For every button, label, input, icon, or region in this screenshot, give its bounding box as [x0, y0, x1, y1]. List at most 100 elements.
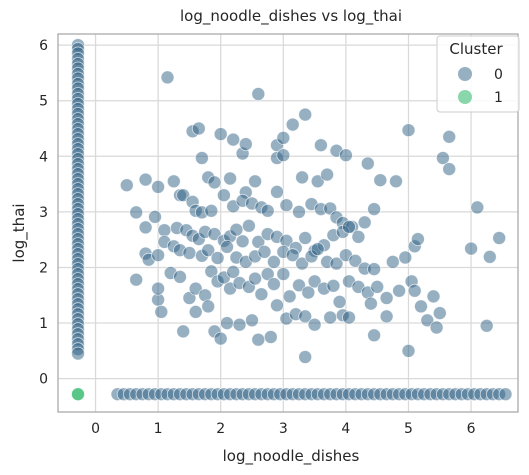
- data-point-cluster-0: [398, 250, 413, 265]
- legend-marker-cluster-1: [458, 90, 472, 104]
- data-point-cluster-0: [414, 299, 428, 314]
- data-point-cluster-0: [160, 70, 175, 85]
- data-point-cluster-0: [482, 249, 497, 264]
- data-point-cluster-0: [329, 256, 344, 271]
- data-point-cluster-0: [470, 200, 485, 215]
- data-point-cluster-0: [370, 279, 385, 294]
- data-point-cluster-0: [201, 243, 216, 258]
- data-point-cluster-0: [257, 244, 272, 259]
- data-point-cluster-0: [148, 209, 162, 224]
- data-point-cluster-0: [151, 248, 166, 263]
- data-point-cluster-0: [360, 156, 375, 171]
- data-point-cluster-0: [435, 151, 450, 165]
- data-point-cluster-0: [151, 281, 166, 296]
- x-tick-label: 5: [404, 421, 413, 437]
- data-point-cluster-0: [223, 171, 238, 186]
- data-point-cluster-0: [248, 271, 263, 286]
- data-point-cluster-0: [260, 203, 275, 218]
- data-point-cluster-0: [292, 278, 306, 293]
- data-point-cluster-0: [173, 269, 187, 284]
- data-point-cluster-0: [323, 310, 338, 325]
- data-point-cluster-0: [479, 318, 494, 333]
- data-point-cluster-0: [385, 254, 400, 269]
- legend-label-cluster-1: 1: [494, 90, 503, 106]
- data-point-cluster-0: [338, 148, 353, 163]
- data-point-cluster-0: [292, 204, 306, 219]
- data-point-cluster-0: [176, 188, 191, 203]
- data-point-cluster-0: [241, 218, 256, 233]
- data-point-cluster-0: [401, 123, 416, 138]
- legend: Cluster 0 1: [436, 35, 520, 113]
- data-point-cluster-0: [176, 324, 191, 339]
- data-point-cluster-0: [379, 291, 394, 305]
- data-point-cluster-0: [320, 167, 335, 182]
- data-point-cluster-0: [182, 246, 197, 260]
- data-point-cluster-0: [276, 130, 291, 145]
- data-point-cluster-0: [389, 174, 403, 189]
- data-point-cluster-0: [270, 184, 284, 199]
- y-tick-label: 6: [39, 38, 48, 54]
- data-point-cluster-0: [298, 107, 313, 122]
- data-points: [71, 38, 513, 402]
- data-point-cluster-0: [263, 330, 278, 344]
- data-point-cluster-0: [429, 320, 444, 335]
- y-tick-label: 3: [39, 205, 48, 221]
- data-point-cluster-0: [498, 387, 513, 402]
- data-point-cluster-0: [232, 317, 247, 332]
- data-point-cluster-0: [270, 298, 284, 313]
- data-point-cluster-0: [301, 285, 316, 300]
- y-tick-label: 1: [39, 316, 48, 332]
- data-point-cluster-0: [213, 331, 228, 346]
- data-point-cluster-0: [226, 132, 241, 147]
- data-point-cluster-0: [138, 172, 153, 187]
- data-point-cluster-0: [342, 219, 356, 234]
- data-point-cluster-0: [282, 289, 297, 304]
- data-point-cluster-0: [119, 178, 134, 193]
- data-point-cluster-0: [367, 262, 382, 277]
- data-point-cluster-0: [138, 220, 153, 235]
- legend-box: [436, 35, 520, 113]
- data-point-cluster-0: [129, 272, 144, 287]
- y-axis-ticks: 0 1 2 3 4 5 6: [39, 38, 48, 388]
- data-point-cluster-0: [266, 277, 281, 292]
- y-tick-label: 5: [39, 94, 48, 110]
- data-point-cluster-0: [342, 310, 356, 325]
- plot-frame: [57, 33, 519, 413]
- data-point-cluster-0: [379, 309, 394, 324]
- data-point-cluster-0: [492, 231, 507, 245]
- data-point-cluster-0: [266, 254, 281, 269]
- data-point-cluster-0: [204, 264, 219, 279]
- x-tick-label: 4: [341, 421, 350, 437]
- data-point-cluster-0: [363, 296, 378, 311]
- data-point-cluster-0: [351, 229, 366, 244]
- data-point-cluster-0: [235, 234, 250, 249]
- data-point-cluster-0: [276, 148, 291, 163]
- legend-label-cluster-0: 0: [494, 67, 503, 83]
- data-point-cluster-0: [251, 234, 266, 249]
- data-point-cluster-0: [332, 294, 347, 309]
- data-point-cluster-0: [410, 232, 425, 247]
- y-tick-label: 4: [39, 149, 48, 165]
- data-point-cluster-0: [307, 317, 322, 332]
- data-point-cluster-0: [191, 121, 206, 136]
- data-point-cluster-0: [207, 175, 222, 190]
- data-point-cluster-0: [298, 231, 313, 245]
- data-point-cluster-0: [348, 253, 363, 268]
- data-point-cluster-0: [401, 343, 416, 358]
- data-point-cluster-0: [260, 267, 275, 282]
- data-point-cluster-0: [238, 137, 253, 152]
- data-point-cluster-0: [216, 188, 231, 203]
- data-point-cluster-0: [204, 203, 219, 218]
- data-point-cluster-0: [166, 174, 181, 189]
- data-point-cluster-0: [188, 281, 203, 296]
- data-point-cluster-0: [207, 227, 222, 242]
- data-point-cluster-0: [307, 274, 322, 289]
- data-point-cluster-0: [220, 239, 234, 254]
- data-point-cluster-0: [245, 313, 259, 328]
- data-point-cluster-0: [248, 174, 263, 189]
- x-tick-label: 1: [154, 421, 163, 437]
- data-point-cluster-0: [285, 117, 300, 132]
- data-point-cluster-0: [420, 313, 435, 328]
- data-point-cluster-0: [295, 256, 310, 271]
